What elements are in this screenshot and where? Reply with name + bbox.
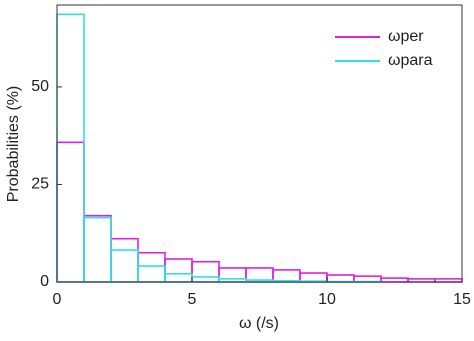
y-tick-label: 25 [31,176,49,193]
legend-label: ωpara [388,52,433,69]
x-tick-label: 15 [453,291,471,308]
plot-frame [56,4,463,283]
histogram-bar [56,13,85,283]
y-tick-label: 50 [31,78,49,95]
x-tick-label: 10 [318,291,336,308]
y-axis-label: Probabilities (%) [5,86,22,202]
histogram-bar [191,276,220,283]
legend-label: ωper [388,28,424,45]
histogram-bar [110,249,139,283]
histogram-bar [218,267,247,283]
histogram-bar [380,277,409,283]
histogram-bar [164,258,193,283]
histogram-bar [56,141,85,283]
x-tick-label: 5 [188,291,197,308]
x-axis-label: ω (/s) [239,315,279,332]
histogram-bar [191,260,220,283]
histogram-bar [137,251,166,283]
histogram-bar [137,265,166,283]
histogram-bar [83,214,112,283]
histogram-bar [83,216,112,283]
x-tick-label: 0 [53,291,62,308]
histogram-bar [164,273,193,283]
histogram-bar [110,237,139,283]
y-tick-label: 0 [40,273,49,290]
